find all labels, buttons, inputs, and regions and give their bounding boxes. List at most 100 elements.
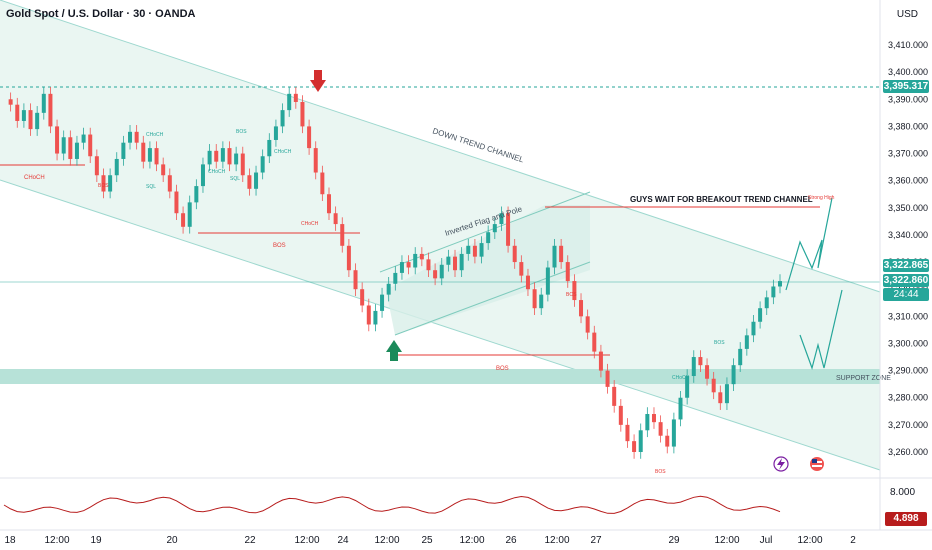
candle xyxy=(313,148,318,173)
candle xyxy=(68,137,73,159)
candle xyxy=(214,150,219,162)
choch-label: CHoCH xyxy=(208,169,226,175)
flag-us-icon[interactable] xyxy=(810,457,824,471)
currency-label[interactable]: USD xyxy=(896,9,918,20)
candle xyxy=(167,175,172,192)
candle xyxy=(618,405,623,425)
bos-label: BOS xyxy=(655,469,666,475)
candle xyxy=(88,134,93,157)
osc-value-tag: 4.898 xyxy=(885,512,927,526)
candle xyxy=(492,224,497,233)
candle xyxy=(154,148,159,165)
candle xyxy=(771,286,776,298)
candle xyxy=(459,253,464,271)
up-arrow-icon xyxy=(386,340,402,361)
countdown-tag: 24:44 xyxy=(883,288,929,301)
candle xyxy=(665,435,670,447)
candle xyxy=(8,99,13,105)
bos-label: BOS xyxy=(236,129,247,135)
candle xyxy=(419,253,424,260)
candle xyxy=(512,245,517,263)
time-axis[interactable]: 18 12:00 19 20 22 12:00 24 12:00 25 12:00 26 12:00 2… xyxy=(4,535,856,546)
candle xyxy=(200,164,205,187)
projection-path-upper xyxy=(785,197,833,291)
candle xyxy=(194,186,199,203)
candle xyxy=(638,430,643,452)
candle xyxy=(645,414,650,431)
x-tick-label: 19 xyxy=(90,535,102,546)
channel-lower-line xyxy=(0,179,881,471)
x-tick-label: 12:00 xyxy=(714,535,739,546)
candle xyxy=(174,191,179,214)
strong-high-label: Strong High xyxy=(808,195,835,201)
candle xyxy=(598,351,603,371)
candle xyxy=(525,275,530,290)
x-tick-label: 12:00 xyxy=(459,535,484,546)
x-tick-label: 27 xyxy=(590,535,602,546)
candle xyxy=(300,101,305,127)
candle xyxy=(247,175,252,189)
candle xyxy=(758,308,763,322)
candle xyxy=(678,397,683,420)
lightning-icon[interactable] xyxy=(773,456,789,472)
candle xyxy=(260,156,265,173)
y-tick-label: 3,350.000 xyxy=(888,203,928,213)
y-tick-label: 3,340.000 xyxy=(888,230,928,240)
candle xyxy=(81,134,86,143)
candle xyxy=(565,262,570,282)
chart-title: Gold Spot / U.S. Dollar · 30 · OANDA xyxy=(6,8,196,20)
candle xyxy=(705,365,710,379)
candle xyxy=(121,142,126,159)
candle xyxy=(340,224,345,246)
candle xyxy=(718,392,723,404)
candle xyxy=(254,172,259,189)
candle xyxy=(552,245,557,268)
wait-label: GUYS WAIT FOR BREAKOUT TREND CHANNEL xyxy=(630,195,813,204)
candle xyxy=(744,335,749,349)
candle xyxy=(453,256,458,271)
candle xyxy=(731,365,736,385)
candle xyxy=(326,194,331,214)
projection-path-lower xyxy=(799,289,843,371)
candle xyxy=(353,270,358,290)
choch-label: CHoCH xyxy=(274,149,292,155)
x-tick-label: 24 xyxy=(337,535,349,546)
candle xyxy=(114,158,119,176)
candle xyxy=(439,264,444,279)
candle xyxy=(724,384,729,404)
candle xyxy=(108,175,113,192)
down-trend-channel xyxy=(0,0,880,470)
candle xyxy=(128,131,133,143)
candle xyxy=(267,139,272,157)
candle xyxy=(426,259,431,271)
last-price-tag-b: 3,322.860 xyxy=(883,274,929,287)
bos-label: BOS xyxy=(98,183,109,189)
candle xyxy=(240,153,245,176)
x-tick-label: 12:00 xyxy=(44,535,69,546)
candle xyxy=(161,164,166,176)
resistance-price-tag: 3,395.317 xyxy=(883,80,929,93)
candle xyxy=(273,126,278,140)
candle xyxy=(333,213,338,225)
candle xyxy=(41,93,46,113)
candle xyxy=(658,422,663,436)
candle xyxy=(74,142,79,159)
candle xyxy=(360,289,365,306)
candle xyxy=(499,213,504,225)
candle xyxy=(605,370,610,387)
candle xyxy=(380,294,385,311)
candle xyxy=(181,213,186,227)
candle xyxy=(187,202,192,227)
x-tick-label: 12:00 xyxy=(544,535,569,546)
price-axis[interactable]: 3,260.000 3,270.000 3,280.000 3,290.000 3,30… xyxy=(888,40,928,457)
candle xyxy=(764,297,769,309)
y-tick-label: 3,360.000 xyxy=(888,176,928,186)
candle xyxy=(486,232,491,244)
candle xyxy=(545,267,550,295)
choch-label: CHoCH xyxy=(301,221,319,227)
channel-upper-line xyxy=(0,0,881,293)
x-tick-label: 22 xyxy=(244,535,256,546)
y-tick-label: 3,370.000 xyxy=(888,149,928,159)
candle xyxy=(406,262,411,268)
